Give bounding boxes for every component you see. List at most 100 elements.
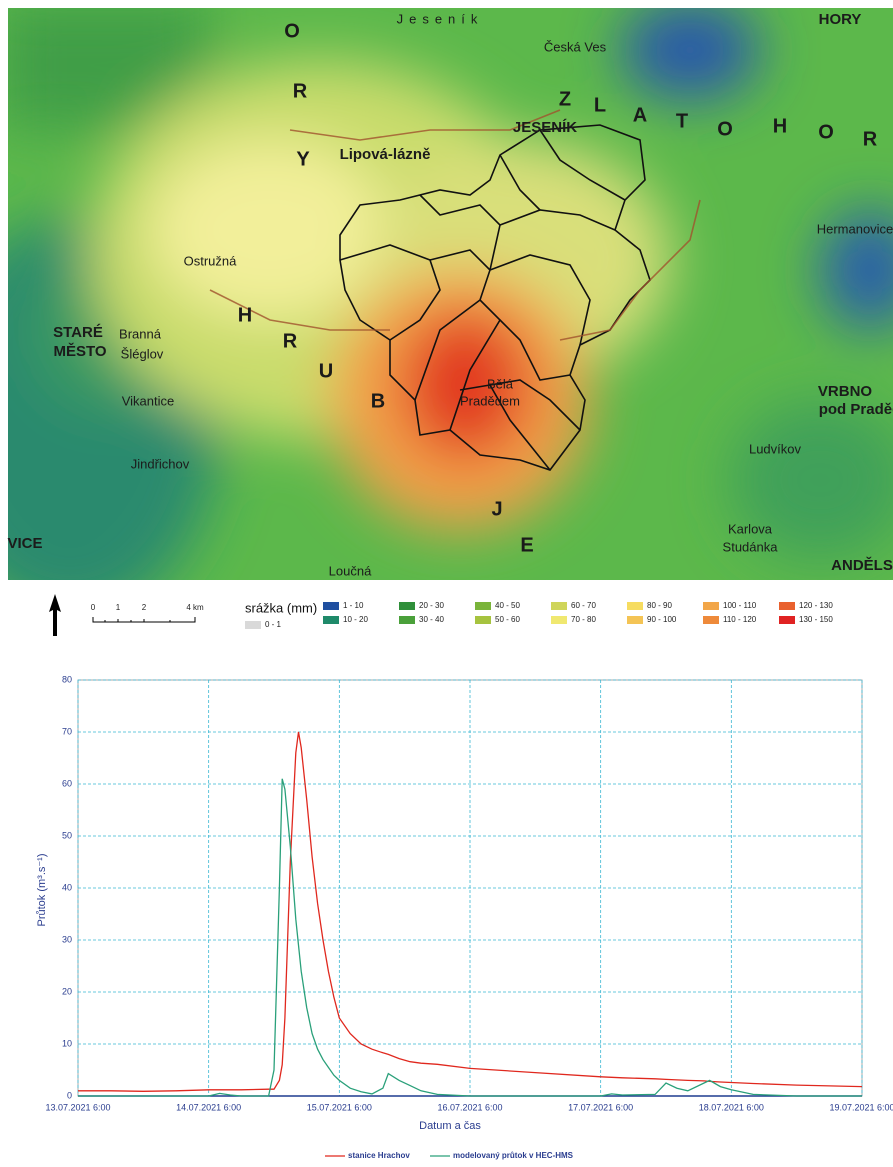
legend-swatch [627,602,643,610]
map-label: Ludvíkov [749,441,802,456]
map-label: HORY [819,11,862,28]
range-letter: Y [296,148,310,170]
page: {"map": { "labels": ["Jeseník", "Česká V… [0,0,893,1162]
legend-label: 110 - 120 [723,615,757,624]
map-legend: srážka (mm) 0 1 2 4 km 0 - 1 1 - 10 10 - 20 20 … [91,600,834,629]
scale-label: 0 [91,603,96,612]
range-letter: H [238,304,252,326]
legend-label: stanice Hrachov [348,1151,410,1160]
y-tick-label: 0 [67,1090,72,1100]
legend-swatch [399,602,415,610]
map-label: pod Praděd [819,401,893,418]
legend-swatch [703,616,719,624]
legend-label: 90 - 100 [647,615,677,624]
map-label: Jeseník [397,11,484,26]
legend-label: 130 - 150 [799,615,833,624]
range-letter: U [319,360,333,382]
discharge-chart: Datum a čas Průtok (m³.s⁻¹) 0 10 20 30 40 50 6… [36,674,893,1160]
legend-label: 20 - 30 [419,601,444,610]
legend-swatch [703,602,719,610]
y-axis-label: Průtok (m³.s⁻¹) [36,853,48,926]
legend-label: 70 - 80 [571,615,596,624]
range-letter: R [293,80,308,102]
scale-label: 2 [142,603,147,612]
map-label: Branná [119,326,162,341]
map-label: Hermanovice [817,221,893,236]
y-tick-label: 40 [62,882,72,892]
range-letter: O [818,121,834,143]
map-label: Pradědem [460,393,520,408]
legend-label: 40 - 50 [495,601,520,610]
x-tick-label: 19.07.2021 6:00 [829,1102,893,1112]
map-label: VRBNO [818,383,873,400]
range-letter: A [633,104,647,126]
map-label: Loučná [329,563,372,578]
legend-label: 80 - 90 [647,601,672,610]
legend-label: 0 - 1 [265,620,282,629]
map-label: Ostružná [184,253,238,268]
map-label: Studánka [723,539,779,554]
legend-swatch [245,621,261,629]
range-letter: L [594,94,606,116]
range-letter: T [676,110,688,132]
x-tick-label: 18.07.2021 6:00 [699,1102,764,1112]
x-axis-label: Datum a čas [419,1120,481,1132]
map-label: Bělá [487,376,514,391]
legend-label: 10 - 20 [343,615,368,624]
legend-swatch [627,616,643,624]
x-tick-label: 13.07.2021 6:00 [45,1102,110,1112]
range-letter: B [371,390,385,412]
map-label: Šléglov [121,346,164,361]
y-tick-label: 30 [62,934,72,944]
range-letter: O [284,20,300,42]
range-letter: H [773,115,787,137]
map-label: Česká Ves [544,39,607,54]
y-tick-label: 20 [62,986,72,996]
north-arrow [49,594,61,636]
legend-label: 60 - 70 [571,601,596,610]
legend-swatch [551,602,567,610]
range-letter: E [520,534,533,556]
scale-label: 1 [116,603,121,612]
map-label: VICE [7,535,42,552]
map-label: ANDĚLS [831,556,893,574]
range-letter: R [283,330,298,352]
legend-swatch [323,602,339,610]
map-label: MĚSTO [53,342,106,360]
legend-label: modelovaný průtok v HEC-HMS [453,1151,574,1160]
legend-swatch [475,602,491,610]
legend-label: 30 - 40 [419,615,444,624]
legend-swatch [475,616,491,624]
map-label: Karlova [728,521,773,536]
range-letter: R [863,128,878,150]
legend-title: srážka (mm) [245,600,317,615]
scale-bar [93,617,195,622]
legend-swatch [399,616,415,624]
map-label: Lipová-lázně [340,146,431,163]
y-tick-label: 70 [62,726,72,736]
range-letter: J [491,498,502,520]
y-tick-label: 10 [62,1038,72,1048]
legend-swatch [779,602,795,610]
range-letter: Z [559,88,571,110]
legend-label: 50 - 60 [495,615,520,624]
map-label: STARÉ [53,324,103,341]
y-tick-label: 50 [62,830,72,840]
map-label: Jindřichov [131,456,190,471]
legend-label: 120 - 130 [799,601,833,610]
figure: Jeseník Česká Ves JESENÍK Lipová-lázně Ostru… [0,0,893,1162]
legend-swatch [551,616,567,624]
x-tick-label: 14.07.2021 6:00 [176,1102,241,1112]
y-tick-label: 80 [62,674,72,684]
x-tick-label: 15.07.2021 6:00 [307,1102,372,1112]
legend-swatch [323,616,339,624]
range-letter: O [717,118,733,140]
legend-label: 1 - 10 [343,601,364,610]
scale-label: 4 km [186,603,204,612]
x-tick-label: 16.07.2021 6:00 [437,1102,502,1112]
map-label: Vikantice [122,393,175,408]
x-tick-label: 17.07.2021 6:00 [568,1102,633,1112]
map-label: JESENÍK [513,119,577,136]
legend-swatch [779,616,795,624]
y-tick-label: 60 [62,778,72,788]
